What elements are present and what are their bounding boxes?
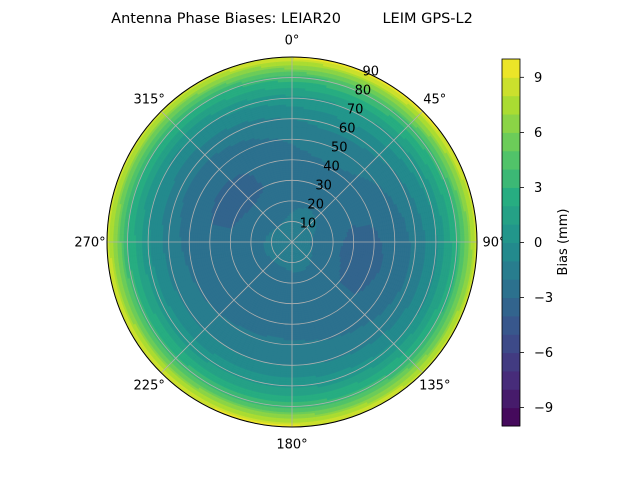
- chart-title: Antenna Phase Biases: LEIAR20 LEIM GPS-L…: [111, 11, 473, 27]
- polar-plot: 0°45°90°135°180°225°270°315° 10203040506…: [74, 34, 505, 453]
